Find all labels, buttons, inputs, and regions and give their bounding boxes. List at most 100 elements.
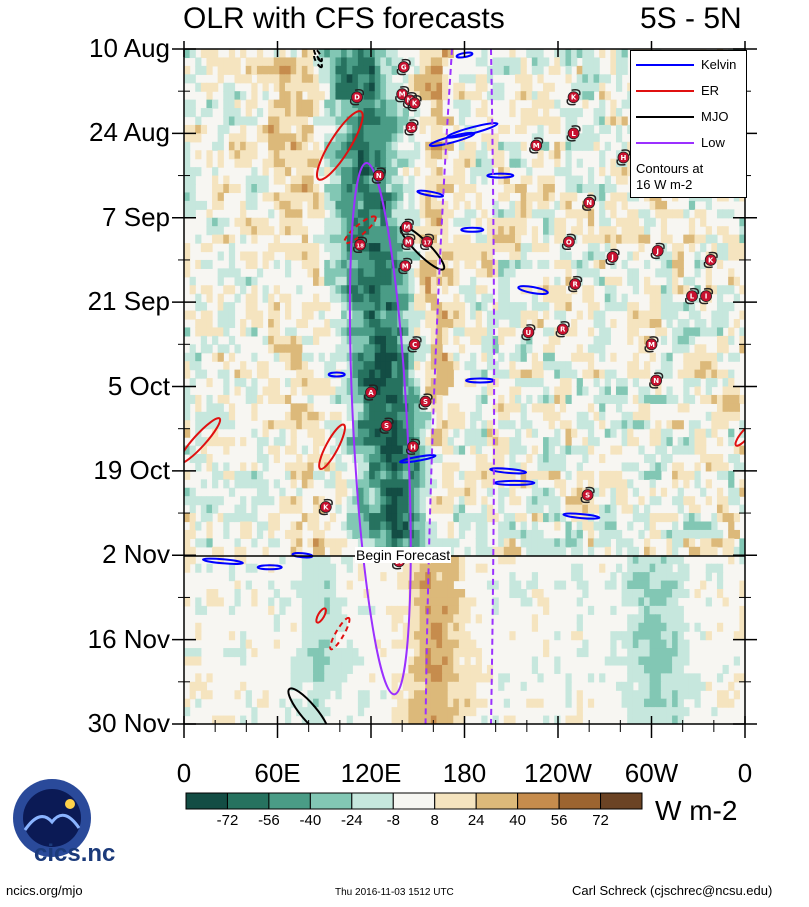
olr-cell [184, 555, 191, 565]
olr-cell [442, 614, 449, 624]
olr-cell [632, 462, 640, 472]
olr-cell [346, 555, 353, 565]
olr-cell [419, 681, 426, 691]
olr-cell [335, 479, 342, 489]
olr-cell [256, 268, 264, 278]
olr-cell [492, 454, 499, 464]
olr-cell [397, 470, 404, 480]
olr-cell [688, 327, 696, 337]
olr-cell [385, 344, 393, 354]
olr-cell [200, 479, 208, 489]
olr-cell [599, 344, 606, 354]
olr-cell [374, 82, 381, 92]
olr-cell [677, 302, 684, 312]
olr-cell [593, 378, 600, 388]
olr-cell [273, 335, 280, 345]
olr-cell [576, 259, 583, 269]
olr-cell [341, 91, 348, 101]
olr-cell [599, 369, 606, 379]
olr-cell [436, 335, 443, 345]
olr-cell [341, 116, 348, 126]
olr-cell [436, 664, 443, 674]
storm-marker-label: L [571, 130, 576, 138]
olr-cell [279, 428, 286, 438]
olr-cell [346, 386, 353, 396]
olr-cell [369, 192, 376, 202]
olr-cell [245, 99, 252, 109]
olr-cell [447, 589, 454, 599]
olr-cell [486, 327, 494, 337]
olr-cell [206, 293, 213, 303]
olr-cell [582, 580, 589, 590]
olr-cell [475, 437, 482, 447]
olr-cell [346, 411, 353, 421]
olr-cell [503, 243, 510, 253]
olr-cell [520, 335, 527, 345]
olr-cell [475, 74, 482, 84]
olr-cell [369, 496, 376, 506]
olr-cell [660, 335, 668, 345]
olr-cell [666, 268, 673, 278]
olr-cell [464, 293, 471, 303]
olr-cell [716, 259, 724, 269]
olr-cell [290, 403, 297, 413]
olr-cell [436, 411, 443, 421]
olr-cell [335, 268, 342, 278]
olr-cell [301, 479, 309, 489]
olr-cell [313, 698, 320, 708]
olr-cell [728, 251, 735, 261]
olr-cell [357, 57, 365, 67]
olr-cell [464, 664, 471, 674]
olr-cell [543, 403, 550, 413]
olr-cell [430, 293, 438, 303]
olr-cell [537, 673, 544, 683]
olr-cell [313, 327, 320, 337]
olr-cell [430, 209, 438, 219]
olr-cell [324, 327, 331, 337]
olr-cell [352, 361, 359, 371]
olr-cell [430, 496, 438, 506]
olr-cell [419, 403, 426, 413]
olr-cell [475, 285, 482, 295]
olr-cell [223, 369, 230, 379]
olr-cell [363, 49, 370, 59]
olr-cell [627, 234, 634, 244]
olr-cell [245, 394, 252, 404]
olr-cell [245, 175, 252, 185]
olr-cell [436, 572, 443, 582]
olr-cell [582, 82, 589, 92]
olr-cell [273, 302, 280, 312]
olr-cell [644, 420, 651, 430]
olr-cell [341, 285, 348, 295]
olr-cell [621, 386, 628, 396]
olr-cell [655, 394, 662, 404]
olr-cell [430, 319, 438, 329]
olr-cell [728, 335, 735, 345]
olr-cell [599, 192, 606, 202]
olr-cell [318, 116, 325, 126]
olr-cell [666, 234, 673, 244]
olr-cell [543, 91, 550, 101]
olr-cell [447, 698, 454, 708]
olr-cell [430, 99, 438, 109]
olr-cell [335, 681, 342, 691]
olr-cell [251, 251, 258, 261]
olr-cell [341, 344, 348, 354]
olr-cell [380, 690, 387, 700]
olr-cell [492, 605, 499, 615]
olr-cell [290, 150, 297, 160]
olr-cell [436, 344, 443, 354]
olr-cell [374, 243, 381, 253]
olr-cell [296, 470, 303, 480]
olr-cell [419, 302, 426, 312]
olr-cell [402, 428, 409, 438]
olr-cell [363, 698, 370, 708]
olr-cell [324, 479, 331, 489]
olr-cell [655, 555, 662, 565]
olr-cell [683, 639, 690, 649]
olr-cell [677, 614, 684, 624]
olr-cell [290, 116, 297, 126]
olr-cell [369, 504, 376, 514]
olr-cell [256, 470, 264, 480]
olr-cell [677, 209, 684, 219]
